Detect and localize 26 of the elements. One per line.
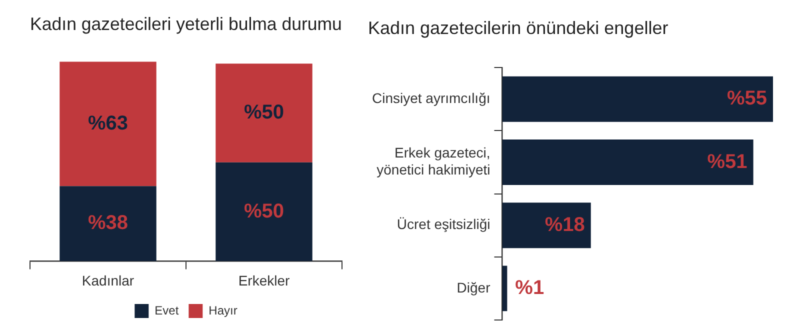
bar [60,62,156,186]
legend-label: Hayır [208,303,238,318]
data-label: %55 [726,88,767,110]
chart-title: Kadın gazetecileri yeterli bulma durumu [30,14,342,34]
y-tick-label: Cinsiyet ayrımcılığı [372,90,490,106]
bar [216,162,312,262]
bar [502,140,754,185]
bar [60,186,156,262]
bar [502,202,591,248]
x-tick-label: Kadınlar [82,272,134,288]
y-tick-label: Diğer [456,279,491,296]
data-label: %63 [88,112,128,134]
data-label: %38 [88,212,128,234]
data-label: %50 [244,102,284,124]
data-label: %18 [544,214,585,236]
chart-title: Kadın gazetecilerin önündeki engeller [368,18,668,38]
bar [502,266,508,312]
legend-label: Evet [154,303,180,318]
data-label: %51 [707,150,748,173]
bar [216,64,312,162]
data-label: %1 [515,276,544,299]
y-tick-label: Ücret eşitsizliği [396,216,490,232]
x-tick-label: Erkekler [238,272,290,288]
data-label: %50 [244,200,284,222]
bar [502,76,773,122]
y-tick-label: Erkek gazeteci, yönetici hakimiyeti [376,144,490,178]
